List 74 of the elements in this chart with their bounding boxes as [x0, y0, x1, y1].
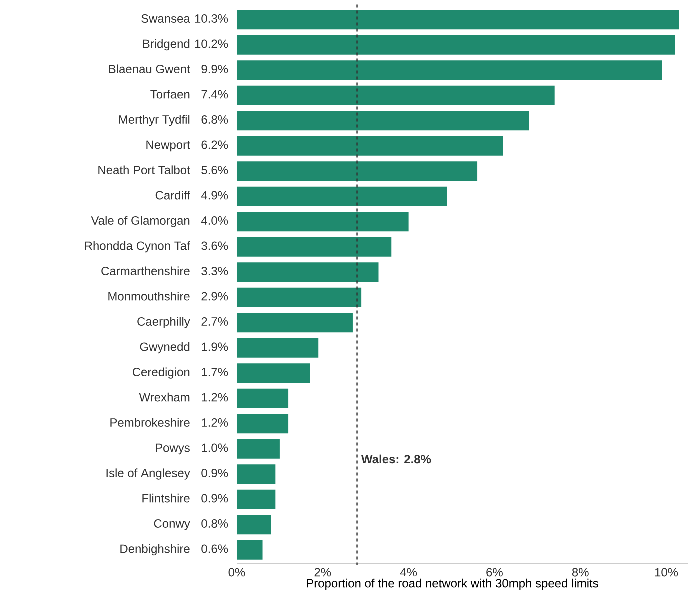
y-tick-label: Bridgend	[143, 39, 190, 51]
bar	[236, 35, 676, 55]
y-tick-label: Powys	[156, 444, 190, 455]
bar	[236, 364, 310, 384]
data-label: 1.2%	[202, 418, 228, 427]
data-label: 0.8%	[202, 519, 228, 528]
data-label: 6.8%	[202, 116, 228, 124]
data-label: 0.9%	[202, 469, 228, 478]
y-tick-label: Ceredigion	[132, 368, 190, 379]
y-tick-label: Swansea	[142, 14, 190, 23]
y-tick-label: Carmarthenshire	[102, 266, 190, 276]
y-tick-label: Isle of Anglesey	[106, 468, 190, 480]
data-label: 1.0%	[202, 444, 228, 452]
bar	[236, 439, 280, 459]
data-label: 2.7%	[202, 318, 228, 326]
bar	[236, 515, 272, 535]
data-label: 10.2%	[195, 40, 228, 48]
data-label: 1.7%	[202, 368, 228, 376]
bar	[236, 60, 662, 80]
bar	[236, 111, 530, 131]
x-tick-label: 2%	[314, 568, 332, 577]
data-label: 6.2%	[202, 140, 228, 150]
y-tick-label: Denbighshire	[120, 544, 190, 556]
bar	[236, 464, 276, 484]
x-axis-title: Proportion of the road network with 30mph speed limits	[307, 578, 598, 590]
bar	[236, 288, 362, 308]
y-tick-label: Neath Port Talbot	[98, 166, 190, 174]
bar	[236, 414, 289, 434]
y-tick-label: Newport	[146, 140, 190, 152]
bar	[236, 136, 504, 156]
data-label: 3.6%	[202, 242, 228, 250]
bar	[236, 162, 478, 182]
y-tick-label: Merthyr Tydfil	[119, 115, 190, 126]
data-label: 1.9%	[202, 342, 228, 352]
y-tick-label: Torfaen	[150, 90, 190, 99]
bar	[236, 540, 263, 560]
bar	[236, 86, 555, 106]
data-label: 5.6%	[202, 166, 228, 174]
bar	[236, 313, 353, 333]
bar	[236, 262, 379, 282]
bar	[236, 490, 276, 510]
x-tick-label: 4%	[400, 568, 418, 577]
y-tick-label: Rhondda Cynon Taf	[85, 241, 190, 253]
x-tick-label: 10%	[655, 568, 678, 577]
bar	[236, 186, 448, 206]
bar	[236, 237, 392, 257]
data-label: 4.9%	[201, 191, 228, 200]
data-label: 10.3%	[195, 14, 228, 23]
x-tick-label: 0%	[228, 568, 246, 577]
x-tick-label: 8%	[572, 568, 589, 577]
y-tick-label: Conwy	[154, 519, 190, 530]
data-label: 0.9%	[202, 494, 228, 503]
y-tick-label: Wrexham	[139, 392, 190, 402]
data-label: 2.9%	[202, 292, 228, 301]
bar	[236, 338, 319, 358]
y-tick-label: Cardiff	[156, 190, 190, 200]
ref-line-label: Wales: 2.8%	[361, 454, 432, 464]
data-label: 4.0%	[201, 216, 228, 225]
bar	[236, 10, 680, 30]
y-tick-label: Caerphilly	[138, 317, 190, 328]
data-label: 1.2%	[202, 393, 228, 402]
x-tick-label: 6%	[486, 568, 503, 577]
data-label: 9.9%	[202, 65, 228, 74]
data-label: 7.4%	[202, 90, 228, 99]
y-tick-label: Blaenau Gwent	[109, 64, 190, 74]
bar	[236, 212, 409, 232]
y-tick-label: Monmouthshire	[108, 292, 190, 301]
bar	[236, 388, 289, 408]
y-tick-label: Vale of Glamorgan	[91, 216, 190, 228]
data-label: 3.3%	[202, 267, 228, 276]
data-label: 0.6%	[202, 544, 228, 554]
y-tick-label: Gwynedd	[140, 342, 190, 354]
y-tick-label: Pembrokeshire	[110, 418, 190, 427]
y-tick-label: Flintshire	[142, 494, 190, 503]
